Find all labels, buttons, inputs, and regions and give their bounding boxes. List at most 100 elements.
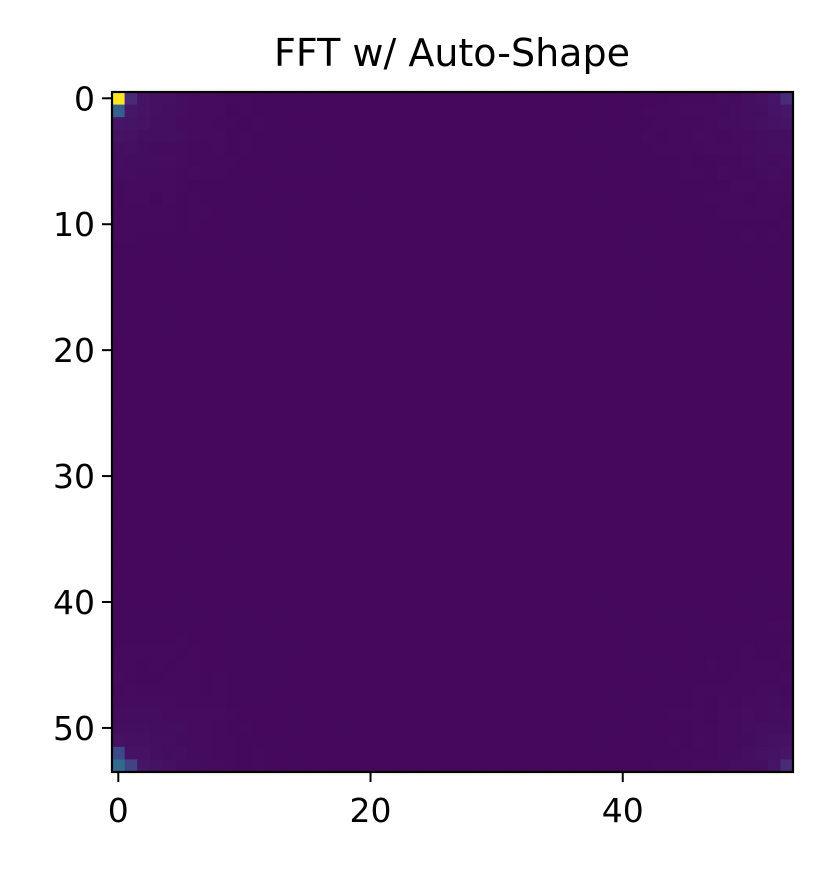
- heatmap-cell: [452, 671, 466, 685]
- heatmap-cell: [175, 167, 189, 181]
- heatmap-cell: [175, 658, 189, 672]
- heatmap-cell: [452, 293, 466, 307]
- heatmap-cell: [767, 154, 781, 168]
- heatmap-cell: [679, 243, 693, 257]
- heatmap-cell: [566, 167, 580, 181]
- heatmap-cell: [515, 683, 529, 697]
- heatmap-cell: [238, 92, 252, 105]
- heatmap-cell: [200, 734, 214, 748]
- heatmap-cell: [755, 243, 769, 257]
- heatmap-cell: [780, 545, 794, 559]
- heatmap-cell: [175, 709, 189, 723]
- heatmap-cell: [389, 734, 403, 748]
- heatmap-cell: [742, 734, 756, 748]
- heatmap-cell: [679, 306, 693, 320]
- heatmap-cell: [729, 532, 743, 546]
- heatmap-cell: [502, 658, 516, 672]
- heatmap-cell: [200, 369, 214, 383]
- heatmap-cell: [692, 696, 706, 710]
- heatmap-cell: [313, 280, 327, 294]
- heatmap-cell: [465, 92, 479, 105]
- heatmap-cell: [477, 104, 491, 118]
- heatmap-cell: [679, 217, 693, 231]
- heatmap-cell: [528, 356, 542, 370]
- heatmap-cell: [427, 457, 441, 471]
- heatmap-cell: [729, 507, 743, 521]
- heatmap-cell: [175, 734, 189, 748]
- heatmap-cell: [465, 167, 479, 181]
- heatmap-cell: [767, 671, 781, 685]
- heatmap-cell: [137, 381, 151, 395]
- heatmap-cell: [238, 633, 252, 647]
- heatmap-cell: [666, 406, 680, 420]
- heatmap-cell: [124, 331, 138, 345]
- heatmap-cell: [137, 154, 151, 168]
- heatmap-cell: [112, 482, 126, 496]
- heatmap-cell: [616, 683, 630, 697]
- heatmap-cell: [162, 633, 176, 647]
- heatmap-cell: [692, 419, 706, 433]
- heatmap-cell: [301, 721, 315, 735]
- heatmap-cell: [515, 343, 529, 357]
- heatmap-cell: [729, 696, 743, 710]
- heatmap-cell: [666, 129, 680, 143]
- heatmap-cell: [389, 205, 403, 219]
- heatmap-cell: [780, 482, 794, 496]
- heatmap-cell: [200, 746, 214, 760]
- heatmap-cell: [439, 419, 453, 433]
- heatmap-cell: [603, 419, 617, 433]
- heatmap-cell: [389, 167, 403, 181]
- heatmap-cell: [692, 167, 706, 181]
- heatmap-cell: [629, 268, 643, 282]
- heatmap-cell: [414, 432, 428, 445]
- heatmap-cell: [187, 293, 201, 307]
- heatmap-cell: [175, 92, 189, 105]
- heatmap-cell: [603, 507, 617, 521]
- heatmap-cell: [515, 104, 529, 118]
- heatmap-cell: [780, 167, 794, 181]
- heatmap-cell: [566, 331, 580, 345]
- heatmap-cell: [755, 520, 769, 534]
- heatmap-cell: [780, 532, 794, 546]
- heatmap-cell: [313, 658, 327, 672]
- heatmap-cell: [729, 154, 743, 168]
- heatmap-cell: [591, 356, 605, 370]
- heatmap-cell: [212, 507, 226, 521]
- heatmap-cell: [275, 243, 289, 257]
- heatmap-cell: [313, 92, 327, 105]
- y-tick-label: 20: [53, 331, 95, 370]
- heatmap-cell: [578, 709, 592, 723]
- heatmap-cell: [767, 746, 781, 760]
- heatmap-cell: [351, 633, 365, 647]
- heatmap-cell: [263, 683, 277, 697]
- heatmap-cell: [402, 608, 416, 622]
- heatmap-cell: [515, 746, 529, 760]
- heatmap-cell: [641, 633, 655, 647]
- heatmap-cell: [502, 406, 516, 420]
- heatmap-cell: [742, 746, 756, 760]
- heatmap-cell: [313, 595, 327, 609]
- heatmap-cell: [566, 255, 580, 269]
- heatmap-cell: [402, 683, 416, 697]
- heatmap-cell: [301, 482, 315, 496]
- heatmap-cell: [666, 620, 680, 634]
- heatmap-cell: [250, 469, 264, 483]
- heatmap-cell: [124, 280, 138, 294]
- heatmap-cell: [263, 381, 277, 395]
- heatmap-cell: [666, 343, 680, 357]
- heatmap-cell: [326, 154, 340, 168]
- heatmap-cell: [149, 721, 163, 735]
- heatmap-cell: [250, 217, 264, 231]
- heatmap-cell: [389, 507, 403, 521]
- heatmap-cell: [275, 696, 289, 710]
- heatmap-cell: [175, 683, 189, 697]
- heatmap-cell: [540, 709, 554, 723]
- heatmap-cell: [603, 306, 617, 320]
- heatmap-cell: [528, 129, 542, 143]
- heatmap-cell: [187, 142, 201, 156]
- heatmap-cell: [326, 696, 340, 710]
- heatmap-cell: [212, 759, 226, 773]
- heatmap-cell: [439, 759, 453, 773]
- heatmap-cell: [225, 734, 239, 748]
